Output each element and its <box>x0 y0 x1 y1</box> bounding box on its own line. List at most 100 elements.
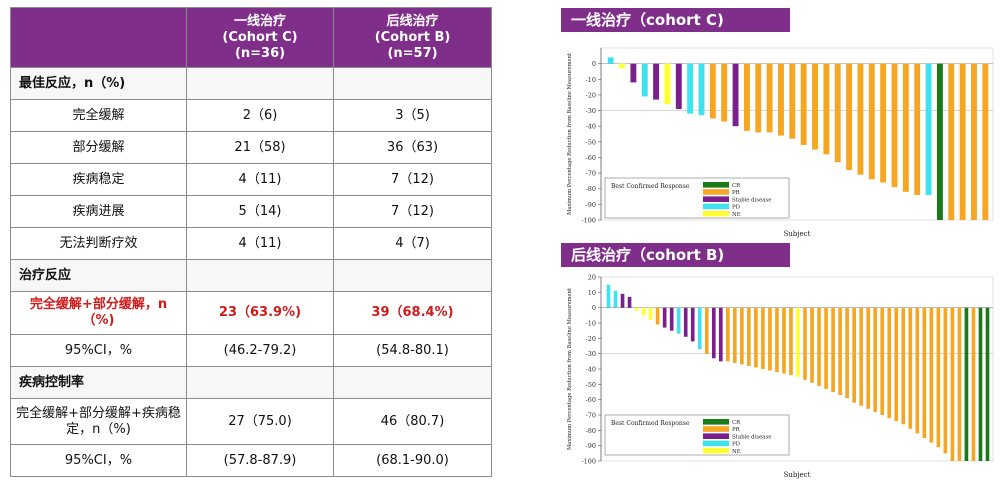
response-table-body: 一线治疗 (Cohort C) (n=36) 后线治疗 (Cohort B) (… <box>10 7 492 477</box>
row-label-cell: 95%CI，% <box>10 444 187 477</box>
row-label-cell: 无法判断疗效 <box>10 227 187 260</box>
bar-pr <box>743 63 750 131</box>
bar-pr <box>782 307 786 374</box>
bar-pr <box>709 63 716 119</box>
y-tick-label: -100 <box>581 217 596 225</box>
bar-pr <box>887 307 892 419</box>
bar-pr <box>959 63 966 220</box>
bar-pr <box>768 307 772 371</box>
table-row: 95%CI，% (46.2-79.2) (54.8-80.1) <box>10 334 492 367</box>
row-label-cell: 最佳反应，n（%) <box>10 67 187 100</box>
bar-pr <box>704 307 709 354</box>
cohort-c-value-cell: 4（11) <box>186 227 334 260</box>
table-row: 完全缓解+部分缓解，n（%) 23（63.9%) 39（68.4%) <box>10 291 492 335</box>
bar-pr <box>789 63 796 139</box>
legend-swatch-pd <box>703 203 729 210</box>
header-cohort-b-line1: 后线治疗 <box>386 13 439 29</box>
bar-pr <box>859 307 863 406</box>
y-tick-label: -50 <box>586 381 596 389</box>
x-axis-label: Subject <box>784 471 811 479</box>
bar-pr <box>894 307 899 422</box>
y-tick-label: -100 <box>581 458 596 466</box>
bar-ne <box>619 63 625 69</box>
y-tick-label: -60 <box>586 396 596 404</box>
chart-title-cohort-c: 一线治疗（cohort C) <box>561 8 790 32</box>
cohort-b-value-cell: 36（63) <box>333 131 492 164</box>
y-tick-label: -80 <box>586 427 596 435</box>
bar-cr <box>964 307 969 461</box>
bar-sd <box>620 293 625 308</box>
header-cohort-b-line2: (Cohort B) <box>374 29 451 45</box>
bar-pr <box>901 307 906 425</box>
bar-pr <box>902 63 909 192</box>
bar-pd <box>687 63 694 114</box>
cohort-c-value-cell: 4（11) <box>186 163 334 196</box>
bar-pr <box>971 307 976 461</box>
cohort-b-value-cell <box>333 67 492 100</box>
bar-pr <box>778 63 784 136</box>
cohort-c-value-cell: 23（63.9%) <box>186 291 334 335</box>
cohort-b-value-cell: 46（80.7) <box>333 398 492 445</box>
bar-ne <box>648 307 653 320</box>
bar-pr <box>971 63 977 220</box>
header-cohort-c-line2: (Cohort C) <box>222 29 298 45</box>
bar-pr <box>817 307 821 386</box>
legend-swatch-cr <box>703 182 729 188</box>
bar-pr <box>880 307 885 415</box>
bar-pr <box>824 307 828 389</box>
y-tick-label: -40 <box>586 123 596 131</box>
bar-ne <box>641 307 646 316</box>
legend-swatch-sd <box>703 433 729 439</box>
row-label-cell: 治疗反应 <box>10 259 187 292</box>
legend-label-cr: CR <box>732 183 741 189</box>
table-row: 部分缓解 21（58) 36（63) <box>10 131 492 164</box>
cohort-b-value-cell <box>333 366 492 399</box>
cohort-b-value-cell: 7（12) <box>333 195 492 228</box>
cohort-c-value-cell: 2（6) <box>186 99 334 132</box>
bar-sd <box>718 307 723 362</box>
bar-pd <box>606 284 611 308</box>
bar-pd <box>613 290 618 308</box>
table-row: 95%CI，% (57.8-87.9) (68.1-90.0) <box>10 444 492 477</box>
row-label-cell: 部分缓解 <box>10 131 187 164</box>
header-cohort-c-line3: (n=36) <box>234 45 286 61</box>
bar-cr <box>936 63 943 220</box>
bar-sd <box>653 63 660 100</box>
y-tick-label: -10 <box>586 76 596 84</box>
cohort-b-value-cell: 4（7) <box>333 227 492 260</box>
bar-pr <box>857 63 864 175</box>
bar-pd <box>641 63 648 97</box>
y-tick-label: -20 <box>586 335 596 343</box>
y-tick-label: -50 <box>586 138 596 146</box>
bar-cr <box>985 307 990 461</box>
legend-label-pr: PR <box>732 427 741 433</box>
y-axis-label: Maximum Percentage Reduction from Baseli… <box>567 287 573 450</box>
bar-pr <box>775 307 779 373</box>
response-table: 一线治疗 (Cohort C) (n=36) 后线治疗 (Cohort B) (… <box>10 7 492 477</box>
bar-pr <box>721 63 728 122</box>
legend-label-ne: NE <box>732 212 741 218</box>
legend-box <box>604 177 790 219</box>
cohort-b-value-cell: (54.8-80.1) <box>333 334 492 367</box>
y-tick-label: -20 <box>586 91 596 99</box>
bar-sd <box>627 296 632 308</box>
legend-swatch-cr <box>703 419 729 425</box>
bar-sd <box>662 307 667 328</box>
bar-pd <box>698 63 705 116</box>
bar-pr <box>789 307 793 376</box>
bar-pr <box>831 307 835 392</box>
chart-title-cohort-b: 后线治疗（cohort B) <box>561 243 790 267</box>
y-tick-label: -30 <box>586 107 596 115</box>
row-label-cell: 疾病进展 <box>10 195 187 228</box>
legend-swatch-sd <box>703 196 729 202</box>
y-tick-label: -60 <box>586 154 596 162</box>
cohort-b-value-cell: 7（12) <box>333 163 492 196</box>
bar-pr <box>915 307 920 434</box>
bar-pr <box>914 63 921 195</box>
bar-sd <box>675 63 682 109</box>
header-cohort-b-line3: (n=57) <box>387 45 438 61</box>
cohort-b-value-cell: 3（5) <box>333 99 492 132</box>
cohort-c-value-cell <box>186 366 334 399</box>
header-cohort-c: 一线治疗 (Cohort C) (n=36) <box>186 7 334 68</box>
table-row: 疾病进展 5（14) 7（12) <box>10 195 492 228</box>
